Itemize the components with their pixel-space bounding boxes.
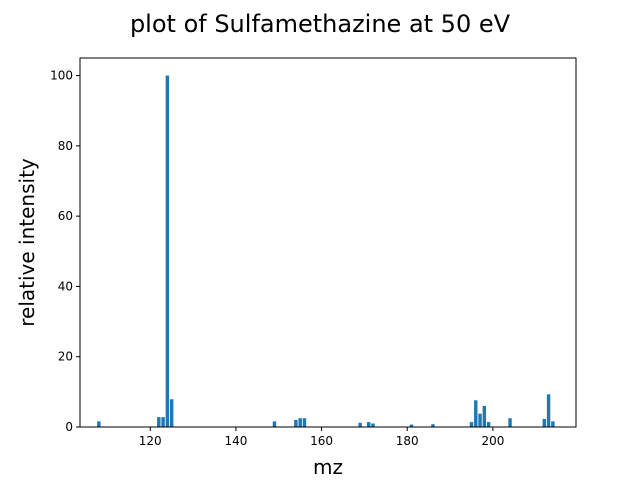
y-tick-label: 40 (58, 279, 73, 293)
y-tick-label: 20 (58, 350, 73, 364)
bar-155 (298, 418, 302, 427)
bar-169 (358, 422, 362, 427)
bar-195 (469, 422, 474, 427)
bar-213 (546, 394, 551, 427)
plot-frame (79, 57, 577, 428)
chart-title: plot of Sulfamethazine at 50 eV (130, 10, 511, 38)
x-tick-label: 140 (224, 434, 247, 448)
x-tick-label: 200 (481, 434, 504, 448)
y-tick-label: 100 (50, 69, 73, 83)
bar-122 (157, 417, 161, 427)
bar-108 (97, 421, 101, 427)
y-tick-label: 0 (65, 420, 73, 434)
bar-196 (474, 400, 478, 427)
y-tick-label: 80 (58, 139, 73, 153)
bars-group (97, 75, 555, 427)
bar-149 (272, 421, 277, 427)
bar-172 (371, 423, 375, 427)
bar-214 (551, 421, 555, 427)
bar-123 (161, 417, 165, 427)
bar-197 (478, 413, 482, 427)
bar-186 (431, 424, 435, 427)
bar-171 (366, 422, 371, 427)
bar-199 (486, 422, 491, 427)
x-axis-ticks: 120 140 160 180 200 (139, 427, 504, 448)
bar-124 (165, 75, 170, 427)
y-axis-ticks: 0 20 40 60 80 100 (50, 69, 80, 434)
bar-125 (169, 399, 174, 427)
x-axis-label: mz (313, 455, 343, 479)
bar-156 (302, 418, 307, 427)
x-tick-label: 160 (310, 434, 333, 448)
x-tick-label: 120 (139, 434, 162, 448)
y-axis-label: relative intensity (15, 158, 39, 327)
bar-181 (409, 424, 414, 427)
x-tick-label: 180 (396, 434, 419, 448)
bar-212 (542, 418, 547, 427)
bar-198 (482, 405, 487, 427)
y-tick-label: 60 (58, 209, 73, 223)
bar-204 (508, 418, 512, 427)
bar-154 (294, 419, 298, 427)
